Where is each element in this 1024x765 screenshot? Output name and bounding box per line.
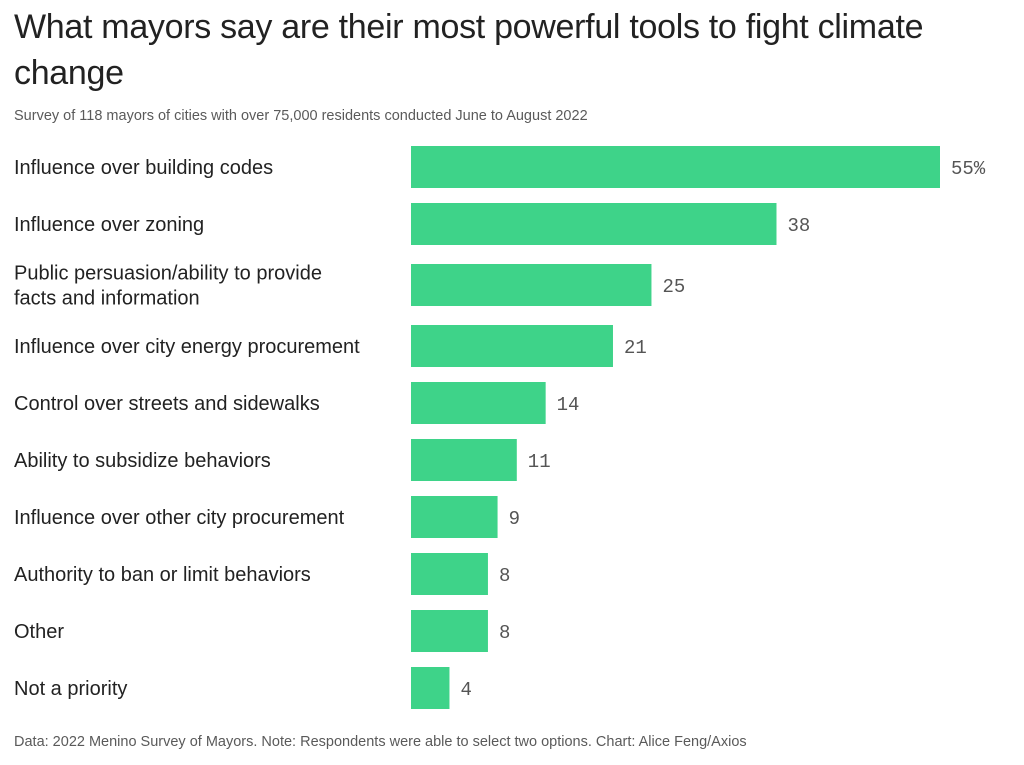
category-label: Influence over building codes [14,157,273,179]
value-label: 11 [528,451,551,473]
value-label: 25 [662,276,685,298]
value-label: 14 [557,394,580,416]
chart-title: What mayors say are their most powerful … [14,8,924,92]
category-label: Other [14,621,64,643]
bar [411,496,498,538]
category-label: Ability to subsidize behaviors [14,450,271,472]
category-label: Not a priority [14,678,127,700]
bar [411,325,613,367]
value-label: 38 [787,215,810,237]
bar [411,610,488,652]
value-label: 4 [460,679,471,701]
bar [411,382,546,424]
category-label: facts and information [14,288,200,310]
category-label: Authority to ban or limit behaviors [14,564,311,586]
value-label: 8 [499,622,510,644]
category-label: Influence over city energy procurement [14,336,360,358]
bar [411,203,777,245]
category-label: Control over streets and sidewalks [14,393,320,415]
chart-subtitle: Survey of 118 mayors of cities with over… [14,108,588,124]
value-label: 8 [499,565,510,587]
category-label: Influence over other city procurement [14,507,345,529]
value-label: 21 [624,337,647,359]
bar [411,553,488,595]
value-label: 55% [951,158,986,180]
category-label: Influence over zoning [14,214,204,236]
bar [411,439,517,481]
bar [411,667,450,709]
category-label: Public persuasion/ability to provide [14,263,322,285]
bar [411,146,940,188]
value-label: 9 [509,508,520,530]
chart-footer: Data: 2022 Menino Survey of Mayors. Note… [14,734,747,750]
bar [411,264,652,306]
